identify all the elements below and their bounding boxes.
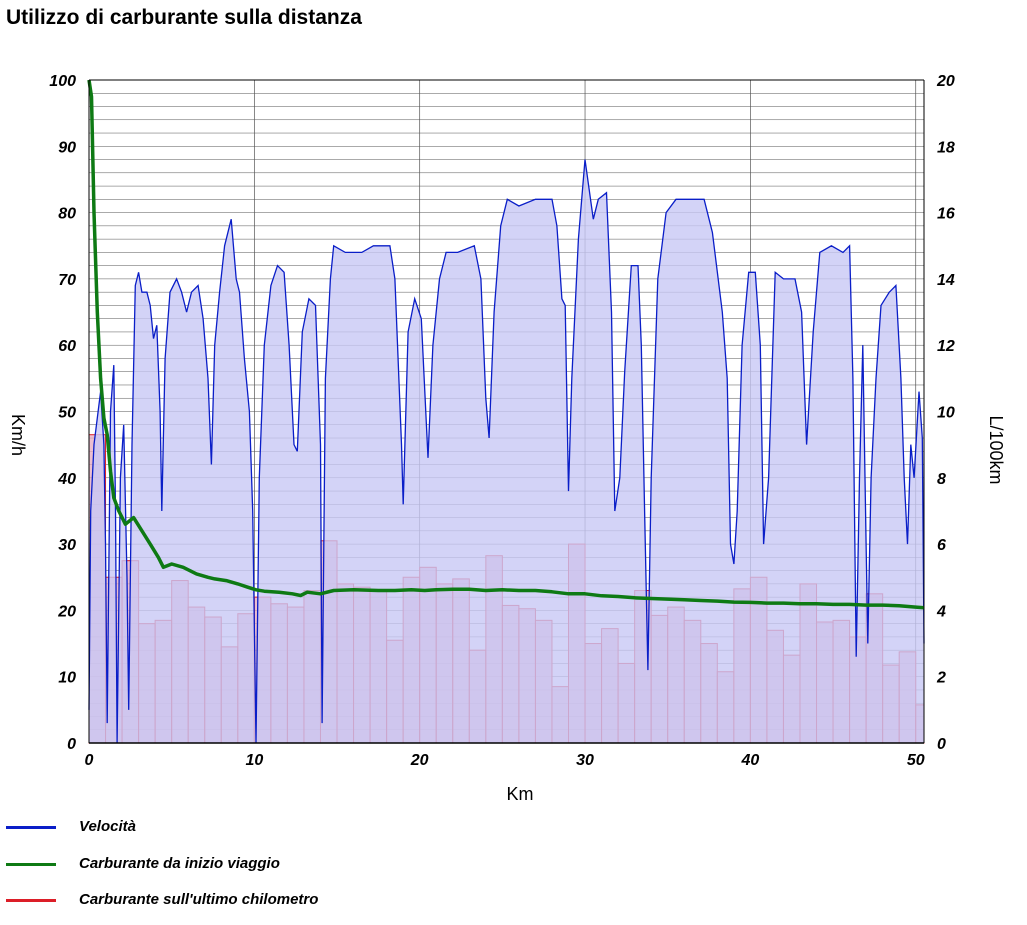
y-right-tick-label: 10: [937, 405, 955, 422]
x-tick-label: 20: [410, 752, 429, 769]
y-left-tick-label: 20: [57, 603, 76, 620]
y-left-tick-label: 90: [58, 139, 76, 156]
x-tick-labels: 0 10 20 30 40 50: [85, 752, 925, 769]
y-right-tick-label: 0: [937, 736, 946, 753]
y-left-tick-labels: 0 10 20 30 40 50 60 70 80 90 100: [49, 73, 76, 753]
legend-swatch-fuel-average: [6, 862, 56, 866]
speed-area: [89, 159, 924, 744]
x-tick-label: 10: [245, 752, 263, 769]
y-left-tick-label: 70: [58, 272, 76, 289]
speed-line: [88, 159, 925, 744]
chart-title: Utilizzo di carburante sulla distanza: [6, 6, 362, 29]
y-right-tick-label: 18: [937, 139, 955, 156]
y-right-tick-label: 12: [937, 338, 955, 355]
y-left-axis-label: Km/h: [8, 414, 28, 456]
y-left-tick-label: 50: [58, 405, 76, 422]
y-left-tick-label: 100: [49, 73, 76, 90]
legend-swatch-speed: [6, 826, 56, 829]
x-tick-label: 40: [740, 752, 759, 769]
y-left-tick-label: 60: [58, 338, 76, 355]
fuel-average-line: [87, 79, 925, 610]
y-left-tick-label: 10: [58, 670, 76, 687]
legend-swatch-fuel-per-km: [6, 899, 56, 902]
x-tick-label: 30: [576, 752, 594, 769]
x-axis-label: Km: [507, 784, 534, 804]
y-left-tick-label: 0: [67, 736, 76, 753]
chart-axes: [88, 79, 925, 744]
y-right-tick-label: 2: [936, 670, 946, 687]
y-right-tick-label: 16: [937, 206, 955, 223]
y-right-tick-label: 6: [937, 537, 946, 554]
y-right-tick-label: 4: [936, 603, 946, 620]
y-left-tick-label: 30: [58, 537, 76, 554]
y-right-tick-label: 20: [936, 73, 955, 90]
x-tick-label: 0: [85, 752, 94, 769]
y-left-tick-label: 40: [57, 471, 76, 488]
legend-label-fuel-per-km: Carburante sull'ultimo chilometro: [79, 891, 319, 908]
y-left-tick-label: 80: [58, 206, 76, 223]
y-right-axis-label: L/100km: [986, 415, 1006, 484]
y-right-tick-labels: 0 2 4 6 8 10 12 14 16 18 20: [936, 73, 955, 753]
legend-label-speed: Velocità: [79, 818, 136, 835]
x-tick-label: 50: [907, 752, 925, 769]
legend-label-fuel-average: Carburante da inizio viaggio: [79, 854, 280, 872]
y-right-tick-label: 8: [937, 471, 946, 488]
y-right-tick-label: 14: [937, 272, 955, 289]
